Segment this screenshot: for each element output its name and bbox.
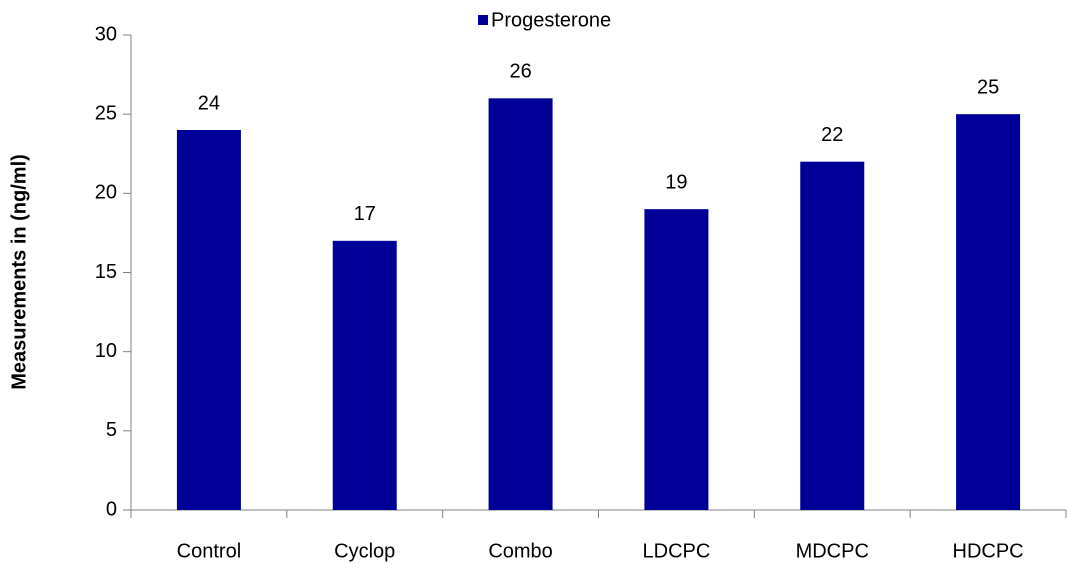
legend-label: Progesterone <box>491 9 611 31</box>
data-label: 26 <box>509 61 531 83</box>
y-tick-label: 5 <box>106 419 117 441</box>
y-tick-label: 10 <box>95 340 117 362</box>
y-axis-label: Measurements in (ng/ml) <box>8 154 30 390</box>
x-tick-label: HDCPC <box>953 540 1024 562</box>
data-label: 25 <box>977 76 999 98</box>
y-tick-label: 0 <box>106 498 117 520</box>
data-label: 17 <box>354 203 376 225</box>
x-tick-label: Cyclop <box>334 540 395 562</box>
data-label: 22 <box>821 124 843 146</box>
data-label: 24 <box>198 92 220 114</box>
bar <box>332 240 397 511</box>
data-label: 19 <box>665 171 687 193</box>
bar <box>488 98 553 510</box>
bar <box>800 161 865 510</box>
x-tick-label: LDCPC <box>643 540 711 562</box>
bar <box>644 209 709 510</box>
x-tick-label: MDCPC <box>796 540 869 562</box>
y-tick-label: 25 <box>95 102 117 124</box>
y-tick-label: 20 <box>95 182 117 204</box>
bar <box>176 130 241 510</box>
y-tick-label: 15 <box>95 261 117 283</box>
x-tick-label: Control <box>177 540 241 562</box>
x-tick-label: Combo <box>488 540 552 562</box>
legend-swatch <box>478 15 488 25</box>
bar <box>956 114 1021 511</box>
y-tick-label: 30 <box>95 23 117 45</box>
